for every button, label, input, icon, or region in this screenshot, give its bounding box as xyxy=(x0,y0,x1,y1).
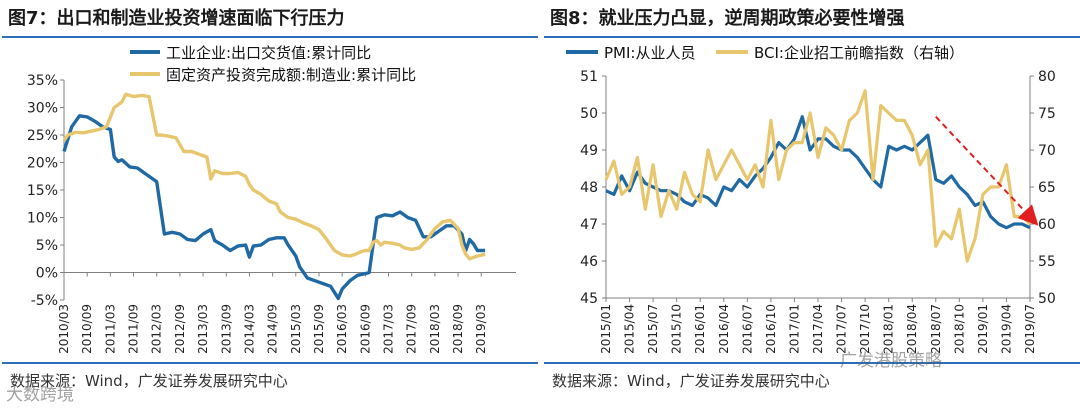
series-line-fai xyxy=(62,92,486,261)
x-tick-label: 2017/04 xyxy=(811,304,825,354)
chart-title-right: 图8：就业压力凸显，逆周期政策必要性增强 xyxy=(550,8,905,29)
chart-left: 35% 30% 25% 20% 15% 10% 5% 0% -5%2010/03 2010/09 2… xyxy=(27,44,516,354)
y-tick-label: 35% xyxy=(27,73,58,89)
y-tick-label: 20% xyxy=(27,156,58,172)
x-tick-label: 2016/03 xyxy=(335,304,349,354)
x-tick-label: 2015/01 xyxy=(599,304,613,354)
y-left-tick-label: 49 xyxy=(580,143,598,159)
y-left-tick-label: 51 xyxy=(580,69,598,85)
y-left-tick-label: 47 xyxy=(580,217,598,233)
x-tick-label: 2015/09 xyxy=(312,304,326,354)
x-tick-label: 2010/09 xyxy=(80,304,94,354)
y-tick-label: 10% xyxy=(27,211,58,227)
y-right-tick-label: 55 xyxy=(1038,254,1056,270)
chart-title-left: 图7：出口和制造业投资增速面临下行压力 xyxy=(8,8,345,29)
y-tick-label: 15% xyxy=(27,183,58,199)
series-line-export xyxy=(62,114,486,301)
x-tick-label: 2017/03 xyxy=(382,304,396,354)
x-tick-label: 2016/07 xyxy=(740,304,754,354)
y-right-tick-label: 60 xyxy=(1038,217,1056,233)
x-tick-label: 2017/01 xyxy=(787,304,801,354)
y-right-tick-label: 50 xyxy=(1038,291,1056,307)
x-tick-label: 2018/04 xyxy=(905,304,919,354)
x-tick-label: 2017/09 xyxy=(405,304,419,354)
chart-source-left: 数据来源：Wind，广发证券发展研究中心 xyxy=(10,372,288,390)
x-tick-label: 2013/03 xyxy=(196,304,210,354)
x-tick-label: 2011/09 xyxy=(127,304,141,354)
trend-arrow-annotation xyxy=(935,116,1039,226)
title-divider-left xyxy=(2,36,538,38)
watermark-left: 大数跨境 xyxy=(6,385,74,405)
x-tick-label: 2012/09 xyxy=(173,304,187,354)
x-tick-label: 2016/01 xyxy=(693,304,707,354)
watermark-right: 广发港股策略 xyxy=(840,351,942,371)
x-tick-label: 2015/10 xyxy=(670,304,684,354)
y-right-tick-label: 75 xyxy=(1038,106,1056,122)
legend-label: 固定资产投资完成额:制造业:累计同比 xyxy=(166,66,416,84)
x-tick-label: 2015/07 xyxy=(646,304,660,354)
x-tick-label: 2016/09 xyxy=(358,304,372,354)
x-tick-label: 2018/09 xyxy=(451,304,465,354)
y-tick-label: 25% xyxy=(27,128,58,144)
y-left-tick-label: 46 xyxy=(580,254,598,270)
x-tick-label: 2014/09 xyxy=(266,304,280,354)
x-tick-label: 2015/03 xyxy=(289,304,303,354)
x-tick-label: 2014/03 xyxy=(242,304,256,354)
x-tick-label: 2018/10 xyxy=(952,304,966,354)
x-tick-label: 2018/03 xyxy=(428,304,442,354)
y-left-tick-label: 48 xyxy=(580,180,598,196)
title-divider-right xyxy=(544,36,1080,38)
x-tick-label: 2019/04 xyxy=(999,304,1013,354)
y-tick-label: 0% xyxy=(36,266,58,282)
x-tick-label: 2018/01 xyxy=(882,304,896,354)
x-tick-label: 2011/03 xyxy=(103,304,117,354)
y-tick-label: 30% xyxy=(27,101,58,117)
x-tick-label: 2012/03 xyxy=(150,304,164,354)
x-tick-label: 2017/10 xyxy=(858,304,872,354)
chart-source-right: 数据来源：Wind，广发证券发展研究中心 xyxy=(552,372,830,390)
series-line-bci xyxy=(604,89,1032,263)
x-tick-label: 2018/07 xyxy=(929,304,943,354)
source-divider-left xyxy=(2,362,538,364)
x-tick-label: 2016/04 xyxy=(717,304,731,354)
legend-label: BCI:企业招工前瞻指数（右轴） xyxy=(754,44,964,62)
x-tick-label: 2019/01 xyxy=(976,304,990,354)
x-tick-label: 2016/10 xyxy=(764,304,778,354)
y-tick-label: -5% xyxy=(31,293,58,309)
y-right-tick-label: 65 xyxy=(1038,180,1056,196)
y-right-tick-label: 70 xyxy=(1038,143,1056,159)
x-tick-label: 2015/04 xyxy=(623,304,637,354)
y-left-tick-label: 45 xyxy=(580,291,598,307)
chart-panel-left: 图7：出口和制造业投资增速面临下行压力 35% 30% 25% 20% 15% 10% 5%… xyxy=(2,0,538,410)
legend-label: 工业企业:出口交货值:累计同比 xyxy=(166,44,371,62)
x-tick-label: 2013/09 xyxy=(219,304,233,354)
source-divider-right xyxy=(544,362,1080,364)
y-tick-label: 5% xyxy=(36,238,58,254)
legend-label: PMI:从业人员 xyxy=(604,44,695,62)
series-line-pmi xyxy=(605,115,1031,230)
y-left-tick-label: 50 xyxy=(580,106,598,122)
chart-panel-right: 图8：就业压力凸显，逆周期政策必要性增强 51 50 49 48 47 46 45 80 75 7… xyxy=(544,0,1080,410)
x-tick-label: 2019/03 xyxy=(474,304,488,354)
x-tick-label: 2019/07 xyxy=(1023,304,1037,354)
x-tick-label: 2010/03 xyxy=(57,304,71,354)
chart-right: 51 50 49 48 47 46 45 80 75 70 65 60 55 50 2015/01 2015/… xyxy=(566,44,1056,354)
x-tick-label: 2017/07 xyxy=(835,304,849,354)
y-right-tick-label: 80 xyxy=(1038,69,1056,85)
